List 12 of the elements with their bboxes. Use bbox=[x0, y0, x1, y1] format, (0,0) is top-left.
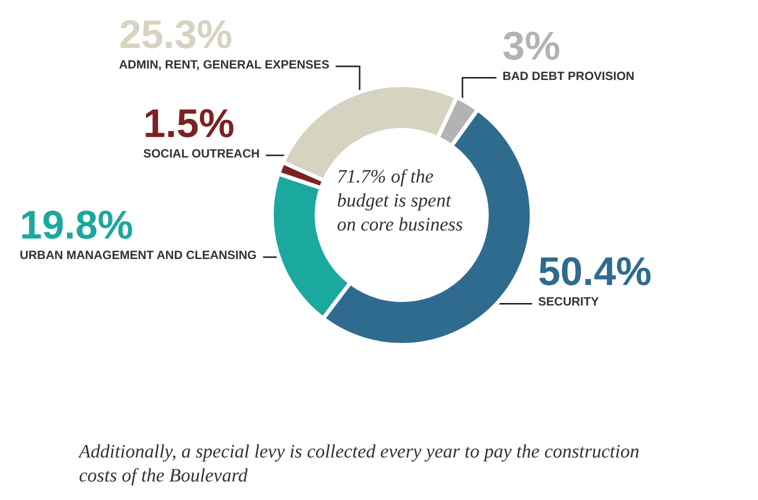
data-label: 1.5% bbox=[143, 102, 234, 146]
data-label: 19.8% bbox=[20, 204, 134, 248]
data-label: 50.4% bbox=[538, 250, 652, 294]
data-label: 3% bbox=[502, 24, 560, 68]
slice-label: URBAN MANAGEMENT AND CLEANSING bbox=[20, 248, 257, 262]
slice-label: SECURITY bbox=[538, 294, 599, 309]
text: Additionally, a special levy is collected every year to pay the construction costs of the Boulevard bbox=[77, 442, 644, 486]
slice-label: SOCIAL OUTREACH bbox=[143, 146, 260, 160]
slice-label: BAD DEBT PROVISION bbox=[502, 68, 634, 83]
text: 71.7% of the budget is spent on core business bbox=[337, 166, 463, 236]
data-label: 25.3% bbox=[118, 12, 232, 57]
slice-label: ADMIN, RENT, GENERAL EXPENSES bbox=[118, 57, 330, 72]
